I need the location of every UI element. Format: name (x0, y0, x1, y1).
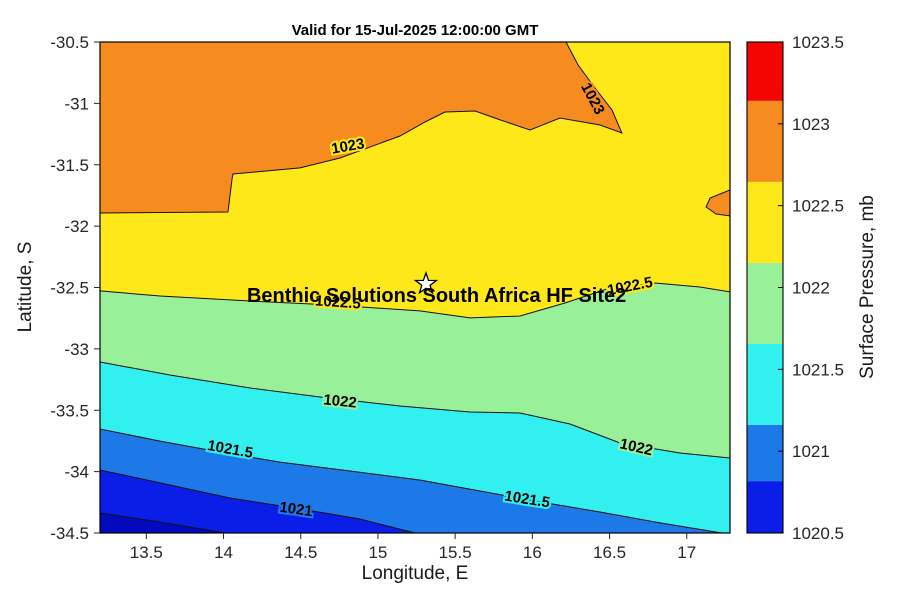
x-tick-label: 15 (368, 543, 387, 562)
contour-bands: 102310231022.51022.5102210221021.51021.5… (100, 42, 730, 533)
contour-line-1023 (100, 42, 623, 214)
colorbar-tick-label: 1020.5 (792, 524, 844, 543)
colorbar-tick-label: 1022.5 (792, 197, 844, 216)
x-tick-label: 16 (523, 543, 542, 562)
colorbar-segment (747, 425, 783, 482)
contour-line-1022 (100, 361, 730, 459)
y-tick-label: -32 (64, 217, 89, 236)
site-marker-star-icon (413, 270, 439, 295)
band-above-1023-east-blob (706, 190, 730, 216)
figure-title: Valid for 15-Jul-2025 12:00:00 GMT (291, 22, 539, 39)
colorbar-segment (747, 481, 783, 533)
contour-label: 1022 (323, 391, 358, 411)
band-1020.5-1021 (100, 470, 415, 533)
colorbar-segment (747, 181, 783, 263)
contour-line-1021 (100, 469, 416, 533)
y-tick-label: -34.5 (50, 524, 89, 543)
site-marker-label: Benthic Solutions South Africa HF Site2 (247, 285, 626, 307)
y-tick-label: -34 (64, 463, 89, 482)
band-above-1023 (100, 42, 622, 213)
y-tick-label: -33 (64, 340, 89, 359)
colorbar-segment (747, 263, 783, 344)
contour-line-1021.5 (100, 428, 723, 533)
contour-line-1022.5 (100, 282, 730, 319)
y-tick-label: -31 (64, 94, 89, 113)
y-axis-label: Latitude, S (15, 241, 36, 333)
x-tick-label: 16.5 (593, 543, 626, 562)
x-tick-label: 15.5 (439, 543, 472, 562)
y-tick-label: -33.5 (50, 401, 89, 420)
contour-line-1023-blob (705, 189, 730, 217)
x-tick-label: 13.5 (130, 543, 163, 562)
y-tick-label: -30.5 (50, 33, 89, 52)
x-tick-label: 14.5 (284, 543, 317, 562)
x-tick-label: 14 (214, 543, 233, 562)
y-tick-label: -31.5 (50, 156, 89, 175)
y-tick-label: -32.5 (50, 279, 89, 298)
colorbar-segment (747, 344, 783, 425)
colorbar-label: Surface Pressure, mb (857, 195, 878, 379)
colorbar-tick-label: 1022 (792, 279, 830, 298)
x-tick-label: 17 (677, 543, 696, 562)
x-axis-label: Longitude, E (361, 563, 469, 584)
colorbar-tick-label: 1021.5 (792, 360, 844, 379)
colorbar-tick-label: 1023 (792, 115, 830, 134)
colorbar-segment (747, 100, 783, 182)
colorbar-tick-label: 1023.5 (792, 33, 844, 52)
colorbar-tick-label: 1021 (792, 442, 830, 461)
colorbar-segment (747, 42, 783, 101)
contour-line-1020.5 (100, 512, 226, 533)
